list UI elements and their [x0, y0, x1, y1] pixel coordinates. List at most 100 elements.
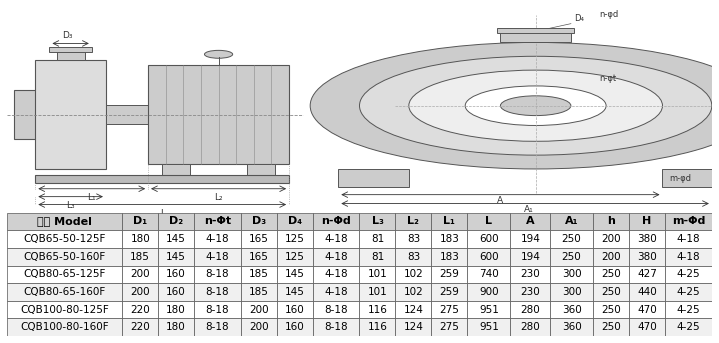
Bar: [550, 319, 593, 336]
Circle shape: [310, 43, 719, 169]
Text: 250: 250: [562, 252, 582, 262]
Bar: [629, 319, 665, 336]
Bar: [665, 283, 712, 301]
Bar: [360, 230, 395, 248]
Text: 145: 145: [166, 252, 186, 262]
Bar: [550, 283, 593, 301]
Text: 4-25: 4-25: [677, 287, 700, 297]
Bar: [550, 265, 593, 283]
Text: 230: 230: [521, 269, 540, 279]
Text: 4-18: 4-18: [324, 287, 348, 297]
Bar: [550, 301, 593, 319]
Text: 145: 145: [285, 269, 305, 279]
Bar: [395, 301, 431, 319]
Text: 4-25: 4-25: [677, 269, 700, 279]
Text: 180: 180: [166, 305, 186, 315]
Text: 220: 220: [130, 322, 150, 332]
Text: 900: 900: [479, 287, 499, 297]
Circle shape: [500, 96, 571, 116]
Text: 230: 230: [521, 287, 540, 297]
Text: 4-18: 4-18: [206, 234, 229, 244]
Bar: [431, 230, 467, 248]
Text: L₂: L₂: [408, 216, 419, 226]
Bar: [158, 265, 194, 283]
Bar: [158, 230, 194, 248]
Text: 200: 200: [601, 234, 621, 244]
Bar: [510, 319, 550, 336]
Bar: [162, 164, 191, 176]
Bar: [593, 283, 629, 301]
Text: 125: 125: [285, 234, 305, 244]
Bar: [241, 248, 277, 265]
Text: 180: 180: [166, 322, 186, 332]
Text: CQB65-50-160F: CQB65-50-160F: [24, 252, 106, 262]
Text: 470: 470: [637, 305, 657, 315]
Bar: [510, 230, 550, 248]
Text: 101: 101: [367, 287, 388, 297]
Bar: [395, 248, 431, 265]
Bar: [510, 283, 550, 301]
Bar: [360, 319, 395, 336]
Bar: [122, 301, 158, 319]
Text: n-φt: n-φt: [599, 73, 616, 83]
Bar: [277, 230, 313, 248]
Bar: [467, 248, 510, 265]
Text: 427: 427: [637, 269, 657, 279]
Text: 380: 380: [637, 234, 657, 244]
Circle shape: [360, 56, 712, 155]
Bar: [395, 230, 431, 248]
Bar: [665, 213, 712, 230]
Text: 102: 102: [403, 269, 423, 279]
Bar: [7, 301, 122, 319]
Text: 951: 951: [479, 305, 499, 315]
Bar: [665, 230, 712, 248]
Text: 124: 124: [403, 322, 423, 332]
Text: 740: 740: [479, 269, 499, 279]
Text: CQB100-80-125F: CQB100-80-125F: [20, 305, 109, 315]
Circle shape: [465, 86, 606, 126]
Bar: [431, 319, 467, 336]
Text: 250: 250: [562, 234, 582, 244]
Bar: [241, 230, 277, 248]
Text: 4-25: 4-25: [677, 305, 700, 315]
Text: CQB100-80-160F: CQB100-80-160F: [20, 322, 109, 332]
Text: D₄: D₄: [288, 216, 302, 226]
Bar: [241, 265, 277, 283]
Bar: [313, 265, 360, 283]
Bar: [510, 213, 550, 230]
Text: 194: 194: [521, 252, 540, 262]
Bar: [360, 301, 395, 319]
Bar: [313, 301, 360, 319]
Bar: [510, 248, 550, 265]
Text: 259: 259: [439, 269, 459, 279]
Text: L: L: [485, 216, 493, 226]
Bar: [122, 283, 158, 301]
Bar: [277, 213, 313, 230]
Text: 185: 185: [130, 252, 150, 262]
Text: 250: 250: [601, 322, 621, 332]
Bar: [662, 169, 719, 187]
Text: 200: 200: [130, 269, 150, 279]
Text: 183: 183: [439, 234, 459, 244]
Text: 8-18: 8-18: [206, 322, 229, 332]
Text: 125: 125: [285, 252, 305, 262]
Text: 8-18: 8-18: [206, 305, 229, 315]
Bar: [122, 248, 158, 265]
Bar: [467, 283, 510, 301]
Text: 4-18: 4-18: [324, 252, 348, 262]
Text: n-Φd: n-Φd: [321, 216, 351, 226]
Bar: [241, 213, 277, 230]
Bar: [395, 265, 431, 283]
Text: CQB65-50-125F: CQB65-50-125F: [24, 234, 106, 244]
Text: 型号 Model: 型号 Model: [37, 216, 92, 226]
Bar: [467, 213, 510, 230]
Bar: [593, 230, 629, 248]
Bar: [122, 265, 158, 283]
Bar: [194, 283, 241, 301]
Bar: [194, 230, 241, 248]
Text: 200: 200: [249, 305, 269, 315]
Bar: [241, 283, 277, 301]
Bar: [148, 65, 289, 164]
Text: L₃: L₃: [372, 216, 383, 226]
Bar: [629, 230, 665, 248]
